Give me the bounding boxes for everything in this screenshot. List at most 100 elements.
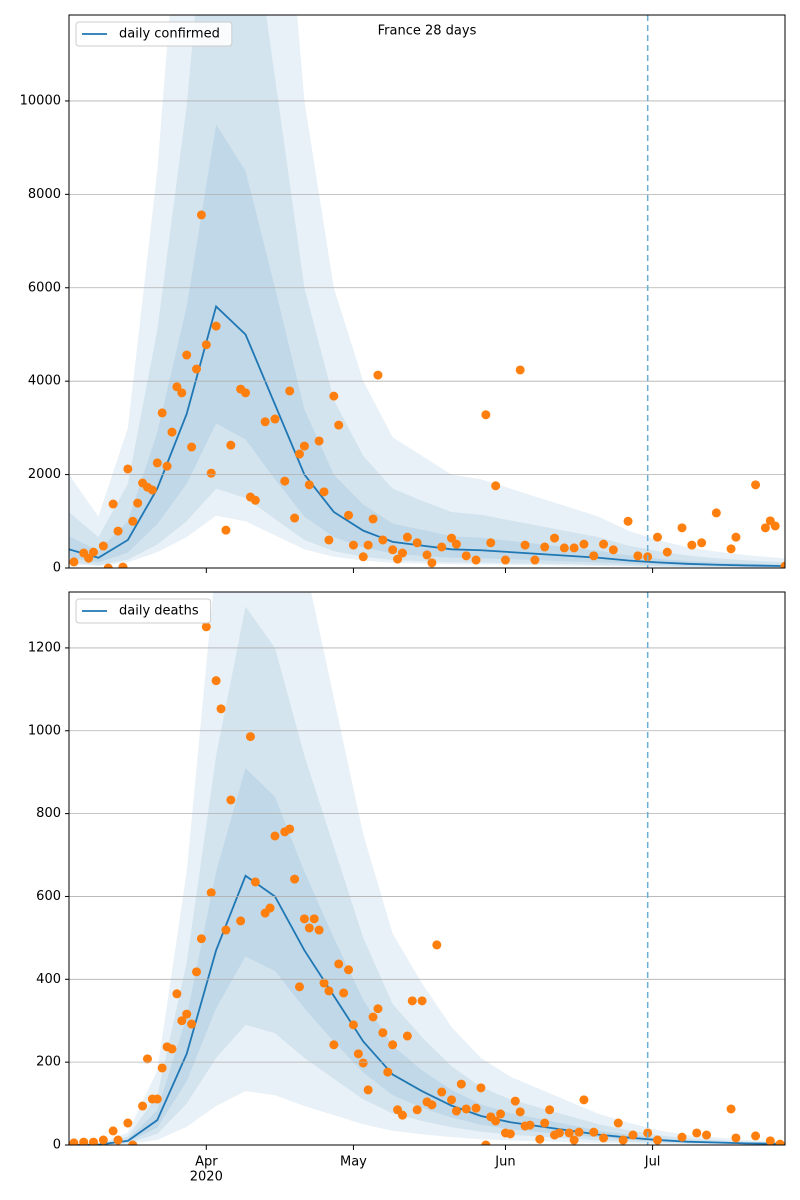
data-point [142,1054,152,1064]
data-point [397,548,407,558]
data-point [608,545,618,555]
legend-label: daily deaths [119,604,199,619]
data-point [775,1139,785,1145]
data-point [731,532,741,542]
data-point [447,533,457,543]
data-point [196,934,206,944]
data-point [378,1028,388,1038]
data-point [344,965,354,975]
y-tick-label: 200 [36,1055,61,1070]
data-point [329,391,339,401]
data-point [157,408,167,418]
data-point [692,1128,702,1138]
data-point [226,795,236,805]
data-point [373,370,383,380]
data-point [152,1094,162,1104]
data-point [314,925,324,935]
data-point [294,449,304,459]
y-tick-label: 0 [53,1138,61,1153]
data-point [290,874,300,884]
data-point [250,495,260,505]
data-point [329,1040,339,1050]
data-point [505,1129,515,1139]
data-point [334,959,344,969]
data-point [687,540,697,550]
y-tick-label: 800 [36,806,61,821]
data-point [147,485,157,495]
data-point [280,476,290,486]
data-point [461,1104,471,1114]
data-point [623,516,633,526]
data-point [348,540,358,550]
axes-frame [68,14,786,569]
data-point [324,535,334,545]
y-tick-label: 8000 [28,187,61,202]
data-point [245,732,255,742]
data-point [540,542,550,552]
data-point [324,986,334,996]
data-point [525,1120,535,1130]
data-point [265,903,275,913]
data-point [299,441,309,451]
data-point [702,1130,712,1140]
data-point [241,388,251,398]
data-point [471,555,481,565]
data-point [751,1131,761,1141]
data-point [520,540,530,550]
data-point [138,1101,148,1111]
data-point [368,514,378,524]
x-tick-label: Jul [644,1155,661,1170]
data-point [133,498,143,508]
data-point [412,1105,422,1115]
y-tick-label: 1200 [28,640,61,655]
y-tick-label: 1000 [28,723,61,738]
data-point [447,1095,457,1105]
data-point [765,1136,775,1145]
data-point [422,550,432,560]
data-point [559,543,569,553]
data-point [348,1020,358,1030]
data-point [760,523,770,533]
data-point [177,1016,187,1026]
data-point [250,877,260,887]
data-point [530,555,540,565]
chart-title: France 28 days [378,24,477,39]
data-point [550,533,560,543]
data-point [731,1133,741,1143]
data-point [451,1106,461,1116]
data-point [383,1067,393,1077]
data-point [633,551,643,561]
data-point [545,1105,555,1115]
data-point [69,557,79,567]
data-point [358,1058,368,1068]
data-point [108,1126,118,1136]
data-point [417,996,427,1006]
data-point [108,499,118,509]
data-point [162,461,172,471]
data-point [211,321,221,331]
data-point [221,525,231,535]
data-point [569,543,579,553]
data-point [128,516,138,526]
data-point [427,1100,437,1110]
data-point [599,539,609,549]
data-point [103,563,113,568]
data-point [353,1049,363,1059]
data-point [515,1107,525,1117]
data-point [412,538,422,548]
y-tick-label: 2000 [28,467,61,482]
data-point [599,1133,609,1143]
data-point [554,1128,564,1138]
data-point [123,1118,133,1128]
data-point [98,1135,108,1145]
data-point [152,458,162,468]
data-point [84,553,94,563]
data-point [677,1132,687,1142]
data-point [201,340,211,350]
data-point [491,481,501,491]
data-point [407,996,417,1006]
data-point [196,210,206,220]
data-point [652,532,662,542]
data-point [388,1040,398,1050]
data-point [510,1096,520,1106]
